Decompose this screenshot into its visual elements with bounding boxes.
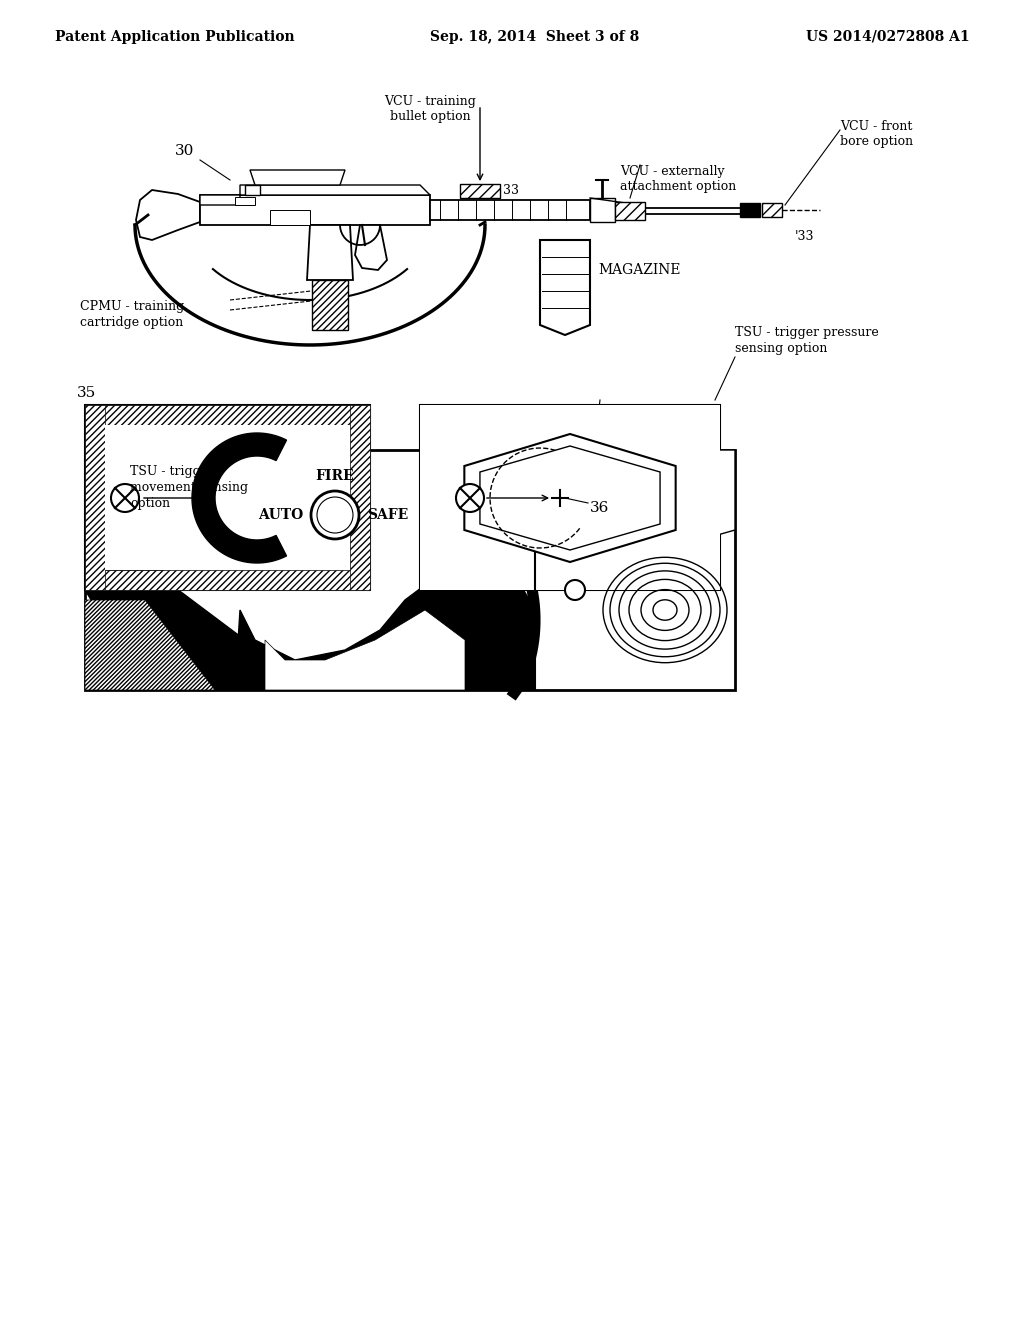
Bar: [85, 570, 370, 590]
Text: VCU - externally
attachment option: VCU - externally attachment option: [620, 165, 736, 193]
Polygon shape: [136, 190, 200, 240]
Polygon shape: [215, 560, 535, 690]
Circle shape: [456, 484, 484, 512]
Polygon shape: [430, 201, 590, 220]
Circle shape: [311, 491, 359, 539]
Text: TSU - trigger pressure
sensing option: TSU - trigger pressure sensing option: [735, 326, 879, 355]
Bar: [234, 197, 255, 205]
Bar: [105, 425, 350, 570]
Text: VCU - training
bullet option: VCU - training bullet option: [384, 95, 476, 123]
Bar: [762, 203, 782, 216]
Polygon shape: [355, 224, 387, 271]
Circle shape: [565, 579, 585, 601]
Text: FIRE: FIRE: [315, 469, 354, 483]
Polygon shape: [615, 209, 760, 214]
Bar: [460, 183, 500, 198]
Polygon shape: [480, 446, 660, 550]
Polygon shape: [250, 170, 345, 185]
Bar: [85, 405, 370, 590]
Text: TSU - trigger
movement sensing
option: TSU - trigger movement sensing option: [130, 466, 248, 511]
Polygon shape: [540, 240, 590, 335]
Bar: [85, 450, 735, 690]
Text: Sep. 18, 2014  Sheet 3 of 8: Sep. 18, 2014 Sheet 3 of 8: [430, 30, 639, 44]
Bar: [420, 405, 720, 590]
Text: SAFE: SAFE: [367, 508, 409, 521]
Text: US 2014/0272808 A1: US 2014/0272808 A1: [806, 30, 970, 44]
Text: Patent Application Publication: Patent Application Publication: [55, 30, 295, 44]
Circle shape: [111, 484, 139, 512]
Polygon shape: [200, 210, 240, 214]
Polygon shape: [85, 601, 215, 690]
Text: 30: 30: [175, 144, 195, 158]
Polygon shape: [265, 610, 465, 690]
Polygon shape: [85, 450, 245, 690]
Text: CPMU - training
cartridge option: CPMU - training cartridge option: [80, 300, 184, 329]
Bar: [85, 405, 105, 590]
Bar: [615, 202, 645, 220]
Polygon shape: [312, 280, 348, 330]
Polygon shape: [590, 198, 615, 222]
Polygon shape: [200, 185, 430, 205]
Text: AUTO: AUTO: [258, 508, 303, 521]
Text: 36: 36: [590, 502, 609, 515]
Polygon shape: [535, 450, 735, 570]
Circle shape: [317, 498, 353, 533]
Polygon shape: [200, 195, 430, 224]
Circle shape: [558, 488, 582, 512]
Polygon shape: [193, 433, 287, 564]
Bar: [420, 405, 720, 590]
Bar: [350, 405, 370, 590]
Polygon shape: [307, 224, 353, 280]
Bar: [740, 203, 760, 216]
Text: VCU - front
bore option: VCU - front bore option: [840, 120, 913, 148]
Bar: [270, 210, 310, 224]
Text: 33: 33: [503, 185, 519, 198]
Text: MAGAZINE: MAGAZINE: [598, 263, 681, 277]
Bar: [245, 185, 260, 195]
Polygon shape: [464, 434, 676, 562]
Text: FIG. 3: FIG. 3: [367, 616, 433, 634]
Text: 35: 35: [77, 385, 96, 400]
Bar: [85, 405, 370, 425]
Text: '33: '33: [795, 230, 814, 243]
